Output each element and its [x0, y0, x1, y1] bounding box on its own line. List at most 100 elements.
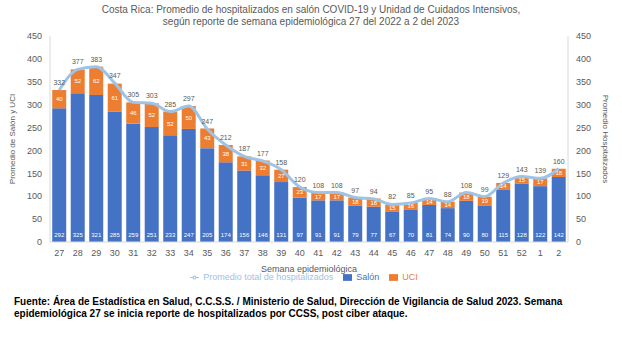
svg-text:18: 18: [370, 200, 377, 206]
svg-text:14: 14: [426, 199, 433, 205]
svg-text:347: 347: [109, 72, 121, 79]
svg-text:18: 18: [352, 199, 359, 205]
svg-text:Promedio Hospitalizados: Promedio Hospitalizados: [601, 95, 610, 184]
svg-text:108: 108: [331, 182, 343, 189]
svg-text:150: 150: [576, 169, 591, 179]
svg-text:88: 88: [444, 191, 452, 198]
svg-text:305: 305: [127, 91, 139, 98]
svg-text:247: 247: [201, 118, 213, 125]
svg-text:23: 23: [296, 189, 303, 195]
svg-text:115: 115: [498, 232, 508, 238]
svg-text:47: 47: [424, 248, 434, 258]
svg-text:400: 400: [27, 54, 42, 64]
svg-text:32: 32: [259, 165, 266, 171]
svg-text:50: 50: [185, 115, 192, 121]
svg-text:300: 300: [27, 100, 42, 110]
svg-text:17: 17: [537, 179, 544, 185]
svg-text:46: 46: [406, 248, 416, 258]
svg-text:15: 15: [389, 205, 396, 211]
svg-text:50: 50: [480, 248, 490, 258]
svg-text:97: 97: [296, 232, 303, 238]
svg-text:74: 74: [444, 232, 451, 238]
svg-text:120: 120: [294, 176, 306, 183]
svg-text:90: 90: [463, 232, 470, 238]
svg-text:32: 32: [147, 248, 157, 258]
svg-text:77: 77: [370, 232, 377, 238]
svg-text:45: 45: [387, 248, 397, 258]
svg-text:158: 158: [275, 159, 287, 166]
svg-text:300: 300: [576, 100, 591, 110]
svg-text:39: 39: [276, 248, 286, 258]
svg-text:48: 48: [443, 248, 453, 258]
svg-text:156: 156: [239, 232, 250, 238]
svg-text:38: 38: [258, 248, 268, 258]
svg-text:27: 27: [278, 173, 285, 179]
svg-text:91: 91: [333, 232, 340, 238]
svg-text:38: 38: [222, 151, 229, 157]
svg-text:146: 146: [258, 232, 269, 238]
svg-text:81: 81: [426, 232, 433, 238]
svg-text:303: 303: [146, 92, 158, 99]
svg-text:16: 16: [407, 203, 414, 209]
svg-text:99: 99: [481, 186, 489, 193]
svg-text:50: 50: [32, 214, 42, 224]
svg-text:332: 332: [53, 79, 65, 86]
svg-text:52: 52: [74, 78, 81, 84]
svg-text:1: 1: [538, 248, 543, 258]
svg-text:350: 350: [576, 77, 591, 87]
svg-text:174: 174: [221, 232, 232, 238]
svg-text:43: 43: [204, 135, 211, 141]
svg-text:0: 0: [576, 237, 581, 247]
svg-text:51: 51: [498, 248, 508, 258]
svg-text:128: 128: [517, 232, 528, 238]
svg-text:100: 100: [27, 191, 42, 201]
svg-text:Semana epidemiológica: Semana epidemiológica: [261, 264, 357, 274]
svg-text:321: 321: [91, 232, 102, 238]
svg-text:200: 200: [27, 146, 42, 156]
svg-text:247: 247: [184, 232, 195, 238]
svg-text:50: 50: [576, 214, 586, 224]
svg-text:250: 250: [576, 123, 591, 133]
svg-text:70: 70: [407, 232, 414, 238]
svg-text:31: 31: [128, 248, 138, 258]
svg-text:297: 297: [183, 95, 195, 102]
svg-text:80: 80: [481, 232, 488, 238]
svg-text:325: 325: [73, 232, 84, 238]
svg-text:250: 250: [27, 123, 42, 133]
svg-text:79: 79: [352, 232, 359, 238]
svg-text:35: 35: [202, 248, 212, 258]
svg-text:251: 251: [147, 232, 158, 238]
svg-text:27: 27: [54, 248, 64, 258]
svg-text:122: 122: [535, 232, 546, 238]
svg-text:85: 85: [407, 192, 415, 199]
svg-text:17: 17: [315, 194, 322, 200]
svg-text:108: 108: [312, 182, 324, 189]
svg-text:33: 33: [165, 248, 175, 258]
svg-text:450: 450: [576, 31, 591, 41]
svg-text:131: 131: [276, 232, 287, 238]
svg-text:52: 52: [517, 248, 527, 258]
svg-text:187: 187: [238, 145, 250, 152]
svg-text:34: 34: [184, 248, 194, 258]
svg-text:450: 450: [27, 31, 42, 41]
svg-text:142: 142: [554, 232, 565, 238]
svg-text:41: 41: [313, 248, 323, 258]
svg-text:292: 292: [54, 232, 65, 238]
svg-text:18: 18: [555, 170, 562, 176]
svg-text:46: 46: [130, 110, 137, 116]
svg-text:19: 19: [481, 198, 488, 204]
svg-text:82: 82: [388, 193, 396, 200]
svg-text:0: 0: [37, 237, 42, 247]
svg-text:15: 15: [518, 177, 525, 183]
svg-text:400: 400: [576, 54, 591, 64]
svg-text:233: 233: [165, 232, 176, 238]
svg-text:2: 2: [556, 248, 561, 258]
svg-text:14: 14: [444, 202, 451, 208]
svg-text:212: 212: [220, 134, 232, 141]
svg-text:61: 61: [111, 95, 118, 101]
svg-text:30: 30: [110, 248, 120, 258]
svg-text:285: 285: [164, 101, 176, 108]
svg-text:42: 42: [332, 248, 342, 258]
svg-text:95: 95: [425, 188, 433, 195]
svg-text:377: 377: [72, 58, 84, 65]
